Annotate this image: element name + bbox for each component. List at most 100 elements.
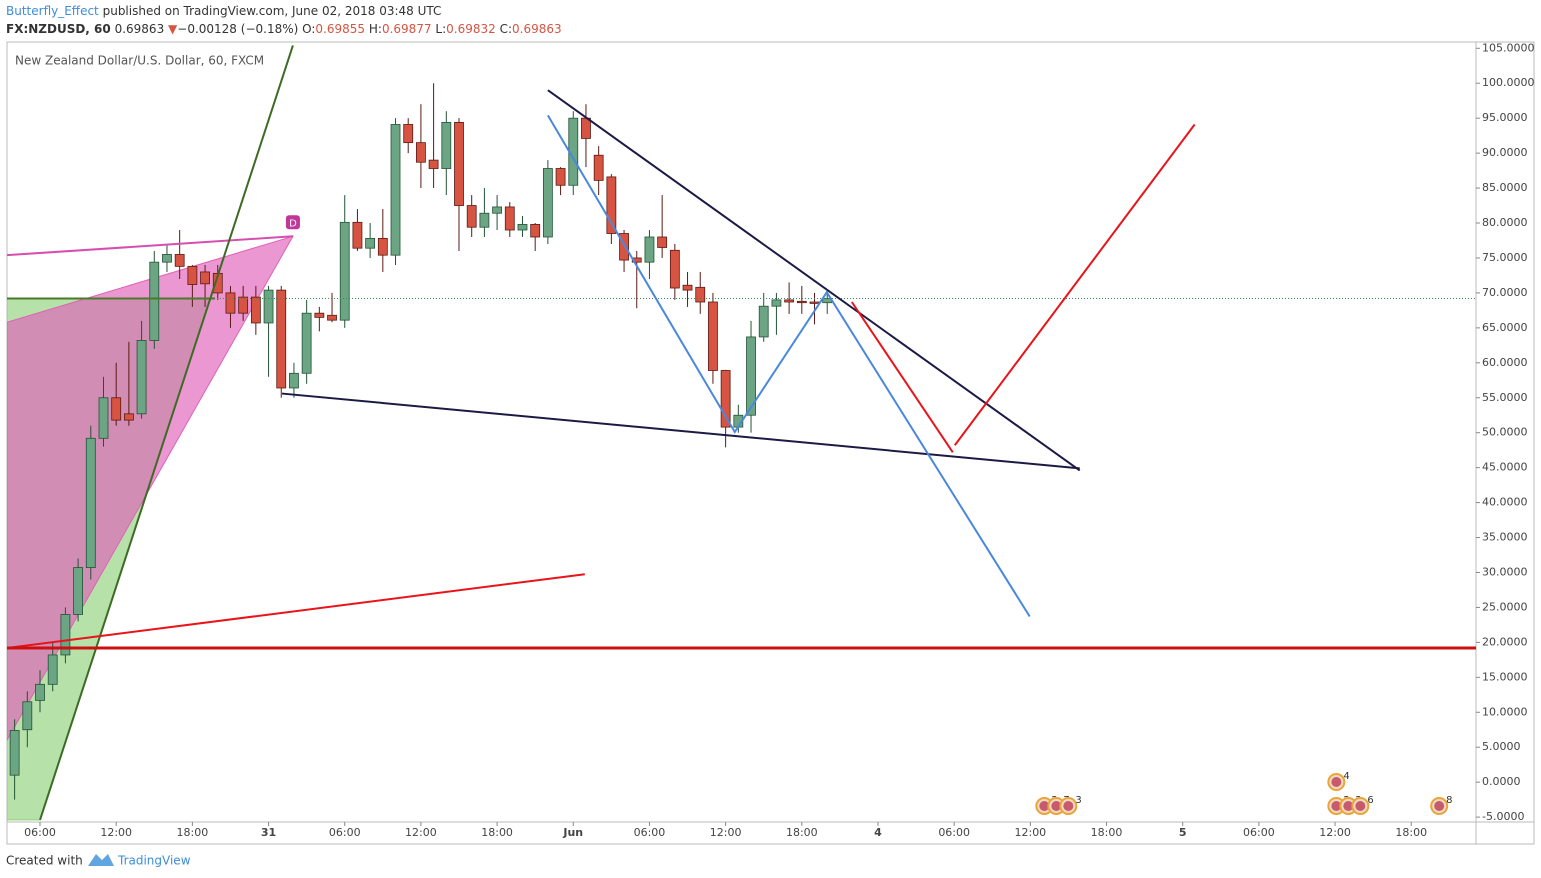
- candle-body: [454, 121, 464, 206]
- candle-body: [35, 683, 45, 701]
- candle-body: [111, 397, 122, 421]
- l-value: 0.69832: [446, 22, 496, 36]
- candle-body: [187, 265, 198, 285]
- candle-body: [428, 159, 439, 169]
- event-flag: [1039, 801, 1050, 811]
- x-tick-label: 18:00: [1395, 826, 1427, 839]
- candle-body: [466, 205, 477, 228]
- author[interactable]: Butterfly_Effect: [6, 4, 99, 18]
- y-tick-label: 10.0000: [1482, 705, 1528, 718]
- x-tick-label: 12:00: [1014, 826, 1046, 839]
- point-label: D: [289, 218, 297, 229]
- x-tick-label: 12:00: [710, 826, 742, 839]
- candle-body: [22, 701, 33, 731]
- o-label: O:: [302, 22, 316, 36]
- price: 0.69863: [114, 22, 165, 36]
- candle-body: [301, 312, 312, 374]
- candle-body: [784, 299, 795, 303]
- h-label: H:: [368, 22, 382, 36]
- candle-body: [60, 614, 71, 656]
- plot: [7, 45, 1476, 821]
- event-count: 3: [1075, 795, 1081, 806]
- candle-body: [377, 237, 388, 256]
- candle-body: [441, 121, 452, 169]
- candle-body: [720, 370, 731, 428]
- event-flag: [1331, 777, 1342, 787]
- candle-body: [593, 154, 604, 181]
- candle-body: [504, 206, 515, 231]
- candle-body: [530, 224, 541, 238]
- candle-body: [123, 413, 134, 421]
- candle-body: [746, 336, 756, 416]
- x-tick-label: 06:00: [1243, 826, 1275, 839]
- tv-logo: [88, 854, 114, 866]
- candle-body: [339, 221, 350, 321]
- y-tick-label: 0.0000: [1482, 775, 1521, 788]
- x-tick-label: 12:00: [100, 826, 132, 839]
- candle-body: [644, 236, 655, 263]
- h-value: 0.69877: [381, 22, 432, 36]
- candle-body: [200, 271, 210, 285]
- point-label-box: [285, 215, 300, 230]
- x-tick-label: 5: [1179, 826, 1187, 839]
- y-tick-label: 40.0000: [1482, 496, 1528, 509]
- candle-body: [809, 301, 820, 304]
- candle-body: [263, 289, 274, 324]
- candle-body: [352, 221, 363, 249]
- y-tick-label: -5.0000: [1482, 810, 1524, 823]
- candle-body: [98, 397, 109, 439]
- publish-line: Butterfly_Effect published on TradingVie…: [6, 4, 441, 18]
- candle-body: [149, 261, 160, 341]
- y-tick-label: 80.0000: [1482, 216, 1528, 229]
- event-flag: [1051, 801, 1062, 811]
- drawing-line: [851, 301, 954, 453]
- y-tick-label: 100.0000: [1482, 76, 1535, 89]
- y-tick-label: 90.0000: [1482, 146, 1528, 159]
- candle-body: [517, 224, 528, 231]
- event-flag: [1343, 801, 1354, 811]
- event-count: 8: [1446, 795, 1452, 806]
- y-tick-label: 20.0000: [1482, 635, 1528, 648]
- o-value: 0.69855: [315, 22, 366, 36]
- x-tick-label: 06:00: [24, 826, 56, 839]
- y-tick-label: 55.0000: [1482, 391, 1528, 404]
- x-tick-label: 06:00: [938, 826, 970, 839]
- candle-body: [238, 296, 249, 314]
- x-tick-label: 18:00: [177, 826, 209, 839]
- candle-body: [771, 299, 782, 307]
- y-tick-label: 50.0000: [1482, 426, 1528, 439]
- chart-title: New Zealand Dollar/U.S. Dollar, 60, FXCM: [15, 54, 264, 68]
- arrow: ▼: [168, 22, 178, 36]
- candle-body: [479, 212, 490, 228]
- y-tick-label: 30.0000: [1482, 565, 1528, 578]
- event-flag: [1063, 801, 1074, 811]
- event-flag: [1434, 801, 1445, 811]
- y-tick-label: 15.0000: [1482, 670, 1528, 683]
- ohlc-line: FX:NZDUSD, 60 0.69863 ▼−0.00128 (−0.18%)…: [6, 22, 562, 36]
- y-tick-label: 60.0000: [1482, 356, 1528, 369]
- drawing-line: [547, 114, 1031, 618]
- candle-body: [416, 142, 426, 163]
- drawing-line: [281, 392, 1080, 470]
- x-tick-label: 4: [874, 826, 882, 839]
- x-tick-label: 18:00: [481, 826, 513, 839]
- change: −0.00128 (−0.18%): [177, 22, 299, 36]
- y-tick-label: 45.0000: [1482, 461, 1528, 474]
- candle-body: [581, 117, 591, 139]
- event-flag: [1355, 801, 1366, 811]
- y-tick-label: 105.0000: [1482, 41, 1535, 54]
- x-tick-label: 18:00: [786, 826, 818, 839]
- candle-body: [555, 168, 566, 186]
- x-tick-label: Jun: [562, 826, 583, 839]
- candle-body: [606, 176, 617, 234]
- candle-body: [85, 437, 96, 568]
- symbol: FX:NZDUSD, 60: [6, 22, 111, 36]
- footer-brand[interactable]: TradingView: [117, 854, 191, 868]
- candle-body: [225, 292, 236, 314]
- candle-body: [174, 254, 185, 267]
- x-tick-label: 12:00: [405, 826, 437, 839]
- candle-body: [657, 236, 668, 248]
- candle-body: [47, 654, 58, 685]
